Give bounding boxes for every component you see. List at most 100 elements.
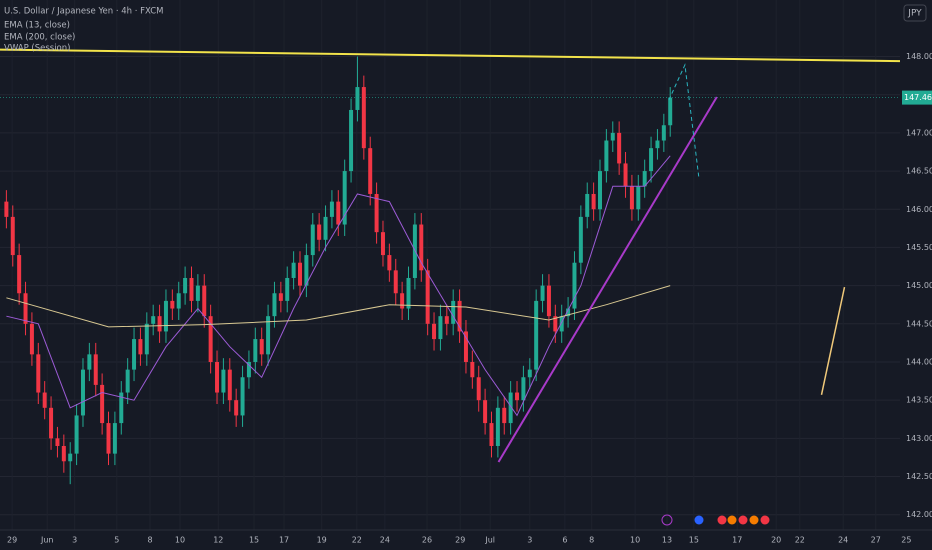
candle-body [610, 132, 615, 141]
candle-body [463, 331, 468, 362]
candle-body [380, 232, 385, 256]
candle-body [406, 277, 411, 309]
candle-body [336, 201, 341, 225]
candle-body [591, 193, 596, 210]
candle-body [298, 262, 302, 286]
x-tick-label: 15 [689, 536, 699, 545]
candle-body [361, 87, 366, 149]
x-tick-label: 20 [771, 536, 781, 545]
candle-body [125, 369, 130, 393]
x-tick-label: Jun [40, 536, 54, 545]
candle-body [489, 423, 494, 446]
x-tick-label: 8 [589, 536, 594, 545]
candle-body [221, 369, 226, 393]
indicator-line [6, 285, 671, 328]
candle-body [189, 277, 194, 301]
candle-body [106, 423, 111, 454]
candle-body [598, 171, 602, 210]
y-tick-label: 148.00 [906, 52, 932, 61]
x-tick-label: 29 [7, 536, 17, 545]
candle-body [438, 316, 443, 340]
event-icon[interactable] [749, 515, 759, 525]
candle-body [457, 300, 462, 332]
candle-body [604, 140, 609, 172]
candle-body [285, 277, 290, 301]
y-tick-label: 143.00 [906, 434, 932, 443]
event-icon[interactable] [717, 515, 727, 525]
candle-body [291, 262, 296, 278]
x-tick-label: 26 [422, 536, 432, 545]
x-tick-label: 22 [795, 536, 805, 545]
event-icon[interactable] [738, 515, 748, 525]
event-icon[interactable] [727, 515, 737, 525]
candle-body [508, 392, 513, 424]
indicator-label: EMA (200, close) [4, 33, 75, 43]
y-tick-label: 146.50 [906, 167, 932, 176]
candle-body [483, 400, 488, 424]
candle-body [195, 285, 200, 301]
candle-body [546, 285, 551, 317]
candle-body [49, 407, 54, 439]
candle-body [317, 224, 322, 240]
candle-body [266, 316, 271, 355]
candle-body [419, 224, 424, 271]
x-tick-label: 6 [562, 536, 567, 545]
x-tick-label: 8 [147, 536, 152, 545]
price-badge-label: 147.462 [904, 93, 932, 102]
candle-body [476, 377, 481, 401]
candle-body [151, 316, 156, 324]
candle-body [553, 316, 558, 332]
candle-body [444, 316, 449, 324]
chart-title: U.S. Dollar / Japanese Yen · 4h · FXCM [4, 7, 164, 17]
candle-body [253, 339, 258, 362]
y-tick-label: 145.50 [906, 243, 932, 252]
candle-body [170, 300, 175, 309]
x-tick-label: 25 [901, 536, 911, 545]
y-tick-label: 147.00 [906, 128, 932, 137]
y-tick-label: 143.50 [906, 396, 932, 405]
candle-body [157, 316, 162, 332]
currency-label[interactable]: JPY [907, 9, 922, 19]
event-icon[interactable] [760, 515, 770, 525]
candle-body [23, 293, 28, 324]
x-tick-label: 12 [213, 536, 223, 545]
candle-body [202, 285, 207, 317]
candle-body [61, 445, 66, 462]
candle-body [240, 377, 245, 416]
marks [0, 48, 901, 485]
candle-body [342, 171, 347, 225]
x-tick-label: 15 [249, 536, 259, 545]
x-tick-label: 10 [630, 536, 640, 545]
candle-body [234, 400, 239, 416]
candle-body [323, 216, 328, 240]
candle-body [138, 339, 143, 355]
candle-body [183, 277, 188, 294]
candle-body [100, 384, 105, 424]
x-tick-label: 5 [114, 536, 119, 545]
trend-drawing [0, 48, 901, 63]
event-icon[interactable] [694, 515, 704, 525]
candle-body [355, 87, 360, 110]
x-tick-label: 17 [732, 536, 742, 545]
currency-box[interactable] [903, 4, 927, 22]
price-scale [900, 0, 932, 550]
candle-body [368, 148, 373, 194]
trend-drawing [668, 63, 700, 178]
candle-body [349, 109, 354, 172]
candle-body [80, 369, 85, 416]
trend-drawing [820, 286, 846, 395]
y-tick-label: 142.50 [906, 472, 932, 481]
x-tick-label: Jul [484, 536, 495, 545]
candle-body [42, 392, 47, 408]
candle-body [655, 140, 660, 149]
candle-body [374, 193, 379, 233]
candle-body [163, 300, 168, 332]
candle-body [93, 354, 98, 385]
candle-body [400, 293, 405, 309]
event-icon[interactable] [661, 514, 673, 526]
candle-body [112, 423, 117, 454]
candle-body [572, 262, 577, 309]
x-tick-label: 22 [352, 536, 362, 545]
candle-body [668, 97, 673, 126]
